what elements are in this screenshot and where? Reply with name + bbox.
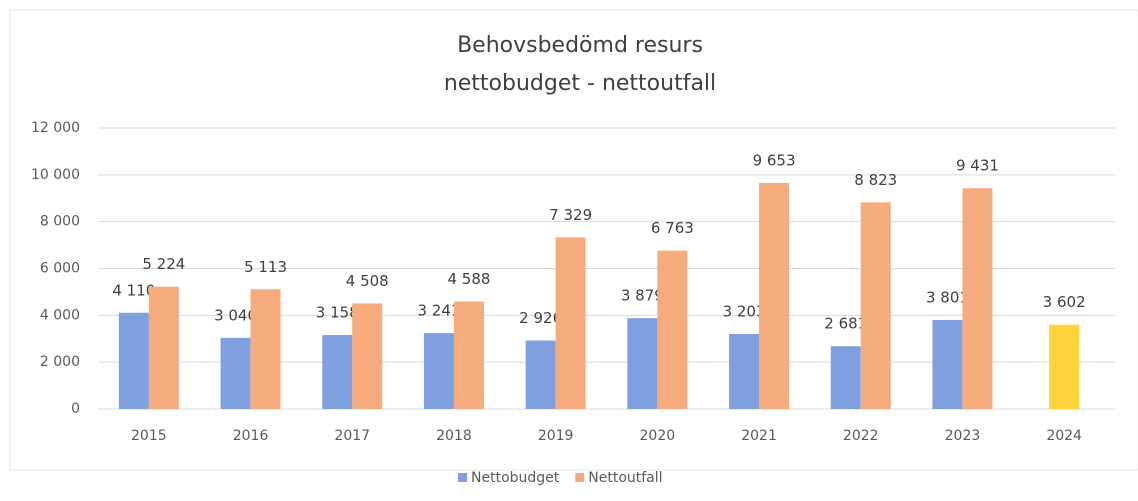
x-tick-label: 2022 — [843, 428, 879, 444]
y-tick-label: 10 000 — [31, 167, 80, 183]
bar — [657, 250, 688, 409]
bar — [423, 333, 454, 409]
data-label: 3 801 — [926, 288, 969, 306]
bar — [525, 340, 556, 409]
y-tick-label: 2 000 — [40, 354, 80, 370]
bar — [932, 319, 963, 409]
y-tick-label: 12 000 — [31, 120, 80, 136]
data-label: 3 879 — [621, 287, 664, 305]
x-tick-label: 2024 — [1046, 428, 1082, 444]
data-label: 4 110 — [112, 281, 155, 299]
y-tick-label: 0 — [71, 401, 80, 417]
data-label: 5 113 — [244, 258, 287, 276]
data-label: 5 224 — [142, 255, 185, 273]
x-tick-label: 2023 — [945, 428, 981, 444]
bar — [148, 286, 179, 409]
legend-swatch — [575, 473, 585, 482]
data-label: 6 763 — [651, 219, 694, 237]
data-label: 2 681 — [824, 315, 867, 333]
data-label: 9 653 — [753, 151, 796, 169]
chart-title: Behovsbedömd resurs — [457, 33, 703, 58]
x-tick-label: 2020 — [640, 428, 676, 444]
bar — [555, 237, 586, 409]
x-tick-label: 2016 — [233, 428, 269, 444]
legend-label: Nettoutfall — [588, 470, 662, 486]
y-tick-label: 4 000 — [40, 307, 80, 323]
x-tick-label: 2018 — [436, 428, 472, 444]
data-label: 3 158 — [316, 304, 359, 322]
data-label: 3 241 — [417, 302, 460, 320]
bar — [860, 202, 891, 409]
data-label: 2 926 — [519, 309, 562, 327]
data-label: 4 588 — [447, 270, 490, 288]
y-tick-label: 8 000 — [40, 214, 80, 230]
bar — [453, 301, 484, 409]
bar — [220, 337, 251, 409]
y-tick-label: 6 000 — [40, 261, 80, 277]
x-tick-label: 2019 — [538, 428, 574, 444]
data-label: 3 602 — [1043, 293, 1086, 311]
x-tick-label: 2017 — [334, 428, 370, 444]
legend-swatch — [458, 473, 467, 482]
bar — [322, 335, 353, 409]
bar — [1049, 324, 1080, 409]
data-label: 3 040 — [214, 306, 257, 324]
x-tick-label: 2015 — [131, 428, 167, 444]
chart-title: nettobudget - nettoutfall — [444, 71, 716, 96]
data-label: 8 823 — [854, 171, 897, 189]
bar — [759, 182, 790, 409]
bar — [250, 289, 281, 409]
bar — [729, 333, 760, 409]
bar — [962, 188, 993, 409]
bar — [830, 346, 861, 409]
legend-label: Nettobudget — [471, 470, 560, 486]
data-label: 7 329 — [549, 206, 592, 224]
data-label: 4 508 — [346, 272, 389, 290]
bar — [118, 312, 149, 409]
x-tick-label: 2021 — [741, 428, 777, 444]
bar — [627, 318, 658, 409]
data-label: 3 203 — [723, 302, 766, 320]
bar — [352, 303, 383, 409]
data-label: 9 431 — [956, 157, 999, 175]
